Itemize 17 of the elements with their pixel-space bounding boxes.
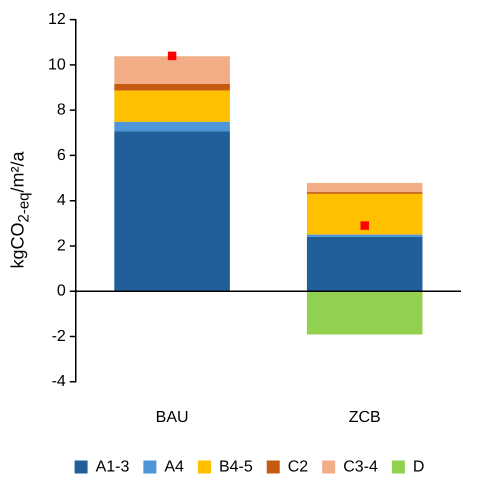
y-tick-label: 4 xyxy=(56,192,66,210)
legend-label: D xyxy=(412,458,424,476)
y-tick-label: 2 xyxy=(56,237,66,254)
y-tick-label: 0 xyxy=(56,282,66,300)
legend-label: A4 xyxy=(164,458,184,476)
legend-label: C2 xyxy=(288,458,308,476)
legend-label: B4-5 xyxy=(218,458,253,476)
y-tick-label: -4 xyxy=(52,373,66,390)
y-tick-label: 6 xyxy=(56,146,66,164)
y-tick-label: 8 xyxy=(56,102,66,119)
y-tick-label: -2 xyxy=(52,328,66,345)
y-tick-label: 12 xyxy=(48,11,66,28)
legend-label: A1-3 xyxy=(96,458,130,476)
x-tick-label: BAU xyxy=(156,408,189,426)
legend-label: C3-4 xyxy=(343,458,378,476)
y-tick-label: 10 xyxy=(48,56,66,74)
x-tick-label: ZCB xyxy=(348,408,381,426)
